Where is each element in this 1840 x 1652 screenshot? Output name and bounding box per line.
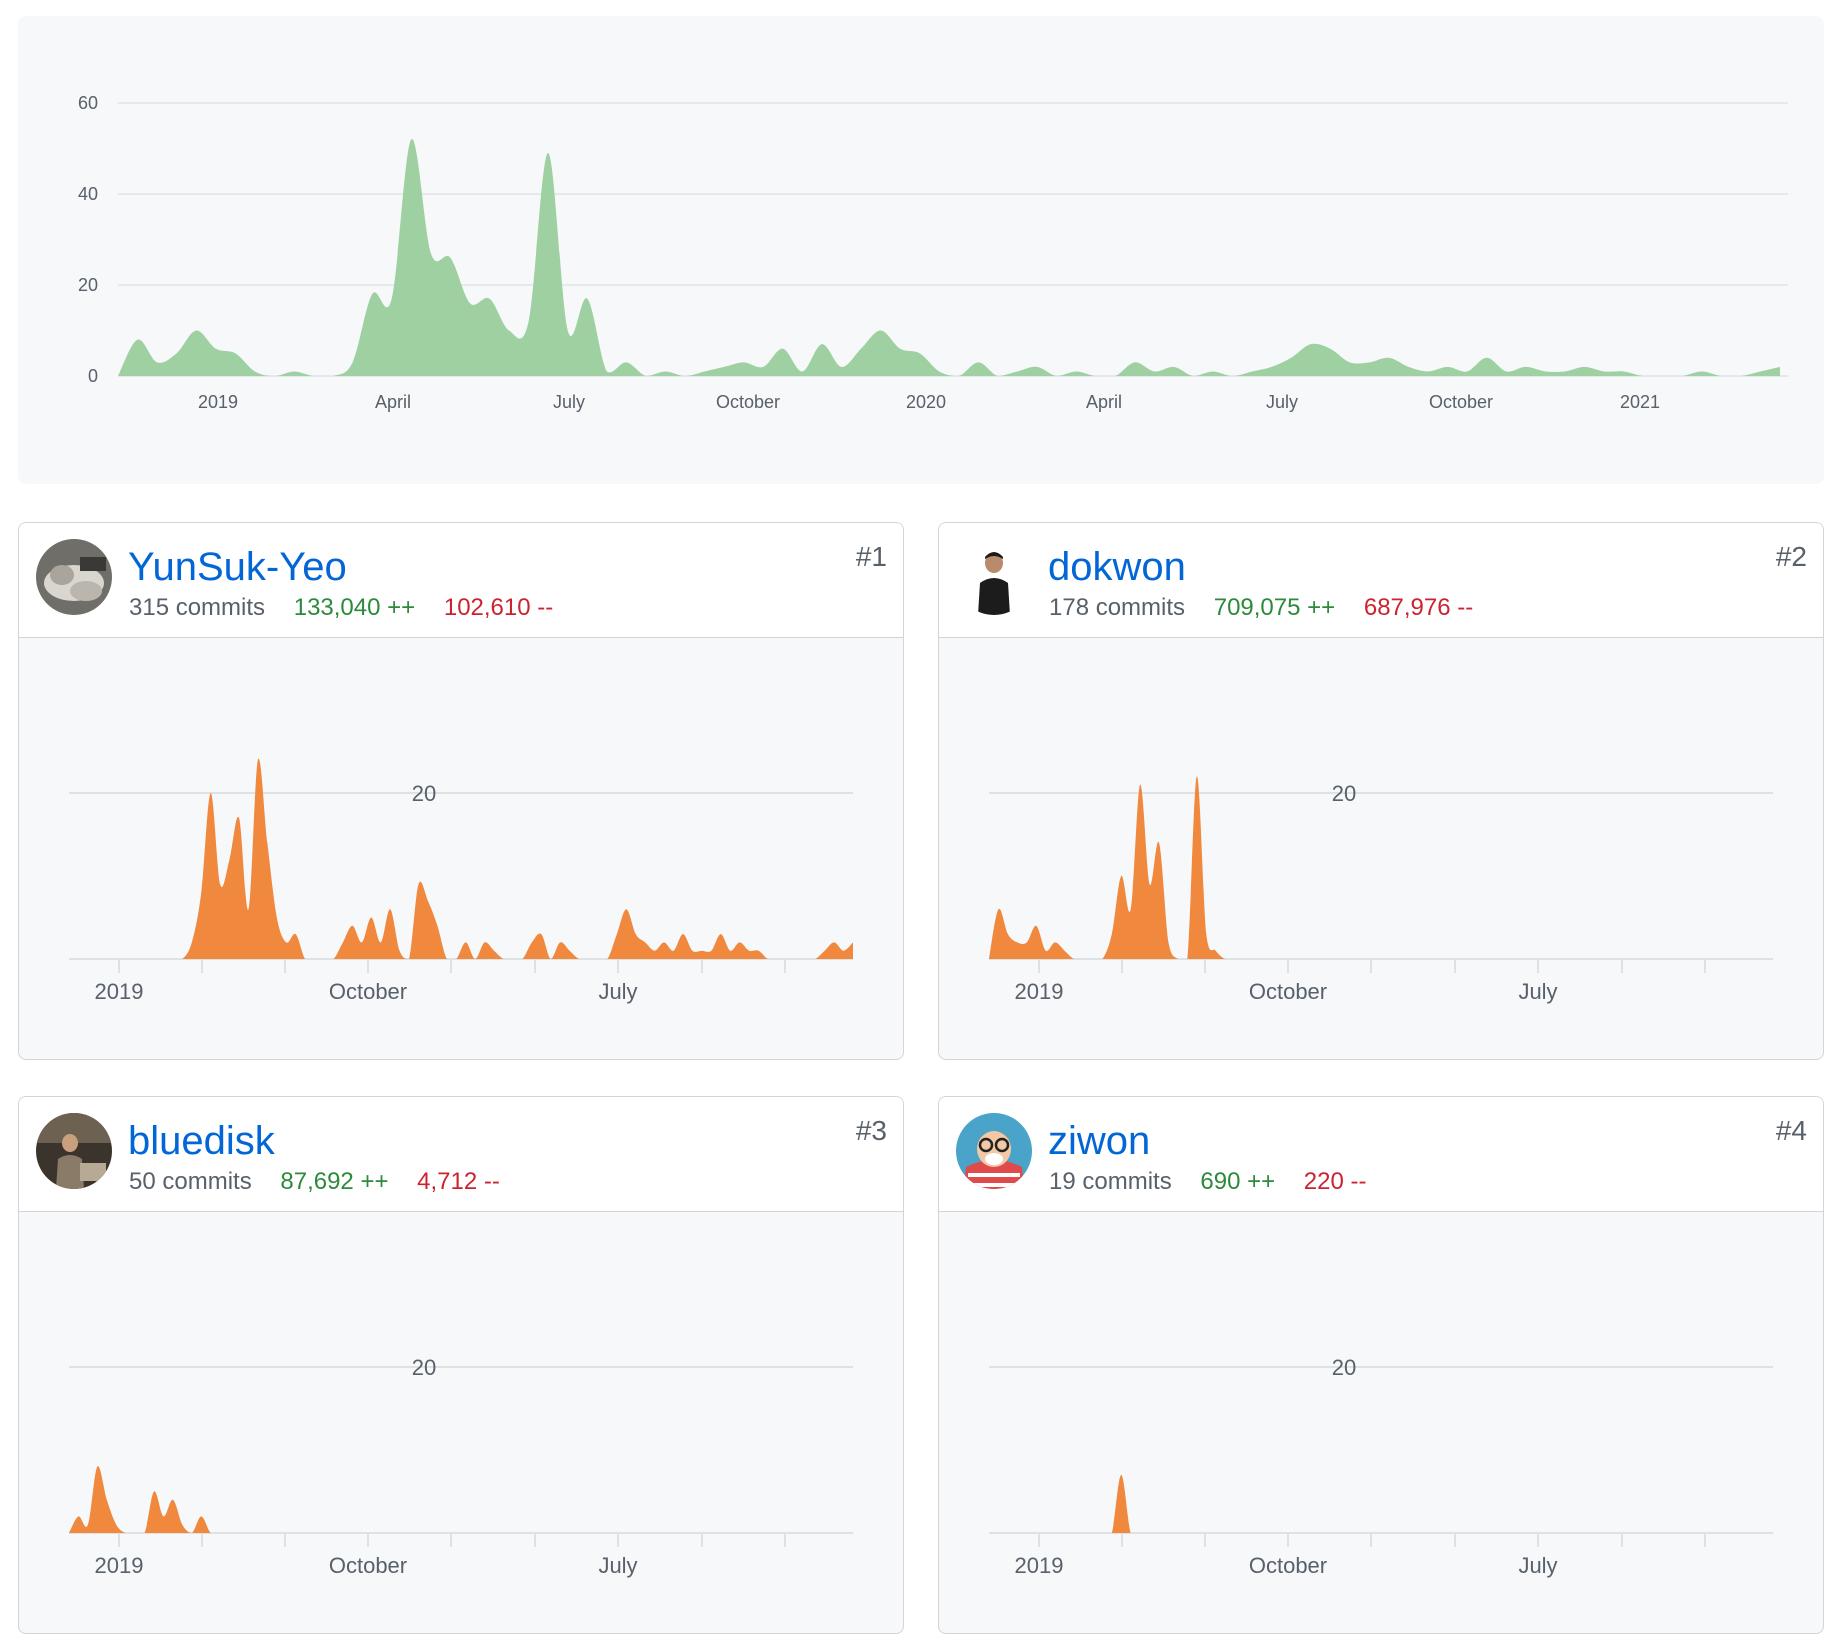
contributor-header: ziwon 19 commits 690 ++ 220 -- #4: [939, 1097, 1823, 1212]
additions-count: 133,040 ++: [293, 594, 416, 621]
avatar[interactable]: [956, 539, 1032, 615]
avatar-image: [36, 539, 112, 615]
avatar[interactable]: [36, 1113, 112, 1189]
contributor-username-link[interactable]: dokwon: [1048, 545, 1186, 589]
series-area-commits: [118, 138, 1780, 376]
contributor-card: ziwon 19 commits 690 ++ 220 -- #4 20 2019…: [938, 1096, 1824, 1634]
y-tick-label: 60: [78, 93, 98, 113]
contributor-chart-svg: 20 2019 October July: [989, 1355, 1773, 1578]
contributor-header: bluedisk 50 commits 87,692 ++ 4,712 -- #…: [19, 1097, 903, 1212]
contributor-rank: #1: [855, 541, 887, 572]
contributor-rank: #3: [855, 1115, 887, 1146]
x-tick-label: 2019: [1015, 1553, 1064, 1578]
series-area-commits: [989, 776, 1773, 959]
contributor-stats: 50 commits 87,692 ++ 4,712 --: [129, 1167, 522, 1197]
avatar[interactable]: [956, 1113, 1032, 1189]
overview-chart-svg: 0 20 40 60 2019 April July October 2020 April July…: [78, 93, 1788, 412]
y-tick-label: 0: [88, 366, 98, 386]
deletions-count: 220 --: [1303, 1168, 1367, 1195]
contributor-header: YunSuk-Yeo 315 commits 133,040 ++ 102,61…: [19, 523, 903, 638]
x-tick-label: October: [329, 1553, 407, 1578]
series-area-commits: [69, 758, 853, 959]
contributor-card: bluedisk 50 commits 87,692 ++ 4,712 -- #…: [18, 1096, 904, 1634]
x-tick-label: October: [1429, 392, 1493, 412]
x-tick-label: 2020: [906, 392, 946, 412]
contributor-rank: #4: [1775, 1115, 1807, 1146]
contributor-card: YunSuk-Yeo 315 commits 133,040 ++ 102,61…: [18, 522, 904, 1060]
y-tick-label: 20: [412, 1355, 436, 1380]
x-tick-label: April: [1086, 392, 1122, 412]
y-tick-label: 20: [412, 781, 436, 806]
contributor-header: dokwon 178 commits 709,075 ++ 687,976 --…: [939, 523, 1823, 638]
contributor-card: dokwon 178 commits 709,075 ++ 687,976 --…: [938, 522, 1824, 1060]
deletions-count: 102,610 --: [443, 594, 554, 621]
x-tick-label: July: [598, 979, 637, 1004]
avatar-image: [36, 1113, 112, 1189]
x-tick-label: April: [375, 392, 411, 412]
x-tick-label: July: [1518, 979, 1557, 1004]
y-tick-label: 20: [1332, 1355, 1356, 1380]
y-tick-label: 20: [78, 275, 98, 295]
avatar-image: [956, 539, 1032, 615]
contributor-chart-svg: 20 2019 October July: [989, 776, 1773, 1004]
additions-count: 709,075 ++: [1213, 594, 1336, 621]
additions-count: 87,692 ++: [280, 1168, 389, 1195]
commit-count: 315 commits: [129, 594, 266, 621]
x-tick-label: October: [716, 392, 780, 412]
x-tick-label: July: [1518, 1553, 1557, 1578]
avatar-image: [956, 1113, 1032, 1189]
series-area-commits: [69, 1466, 853, 1533]
x-tick-label: October: [1249, 979, 1327, 1004]
commit-count: 19 commits: [1049, 1168, 1172, 1195]
x-tick-label: July: [553, 392, 585, 412]
commit-count: 50 commits: [129, 1168, 252, 1195]
series-area-commits: [989, 1474, 1773, 1533]
x-tick-label: 2019: [95, 1553, 144, 1578]
contributor-stats: 19 commits 690 ++ 220 --: [1049, 1167, 1389, 1197]
y-tick-label: 20: [1332, 781, 1356, 806]
x-tick-label: 2021: [1620, 392, 1660, 412]
contributor-username-link[interactable]: bluedisk: [128, 1119, 275, 1163]
contributor-rank: #2: [1775, 541, 1807, 572]
commits-overview-chart: 0 20 40 60 2019 April July October 2020 April July…: [18, 16, 1824, 484]
x-tick-label: 2019: [198, 392, 238, 412]
avatar[interactable]: [36, 539, 112, 615]
contributor-username-link[interactable]: YunSuk-Yeo: [128, 545, 347, 589]
x-tick-label: July: [598, 1553, 637, 1578]
x-tick-label: July: [1266, 392, 1298, 412]
commit-count: 178 commits: [1049, 594, 1186, 621]
contributor-stats: 315 commits 133,040 ++ 102,610 --: [129, 593, 575, 623]
x-tick-label: 2019: [95, 979, 144, 1004]
x-tick-label: 2019: [1015, 979, 1064, 1004]
contributor-stats: 178 commits 709,075 ++ 687,976 --: [1049, 593, 1495, 623]
contributor-chart-svg: 20 2019 October July: [69, 1355, 853, 1578]
x-tick-label: October: [1249, 1553, 1327, 1578]
contributor-chart-svg: 20 2019 October July: [69, 758, 853, 1004]
contributor-username-link[interactable]: ziwon: [1048, 1119, 1151, 1163]
y-tick-label: 40: [78, 184, 98, 204]
deletions-count: 687,976 --: [1363, 594, 1474, 621]
x-tick-label: October: [329, 979, 407, 1004]
deletions-count: 4,712 --: [417, 1168, 500, 1195]
additions-count: 690 ++: [1200, 1168, 1276, 1195]
